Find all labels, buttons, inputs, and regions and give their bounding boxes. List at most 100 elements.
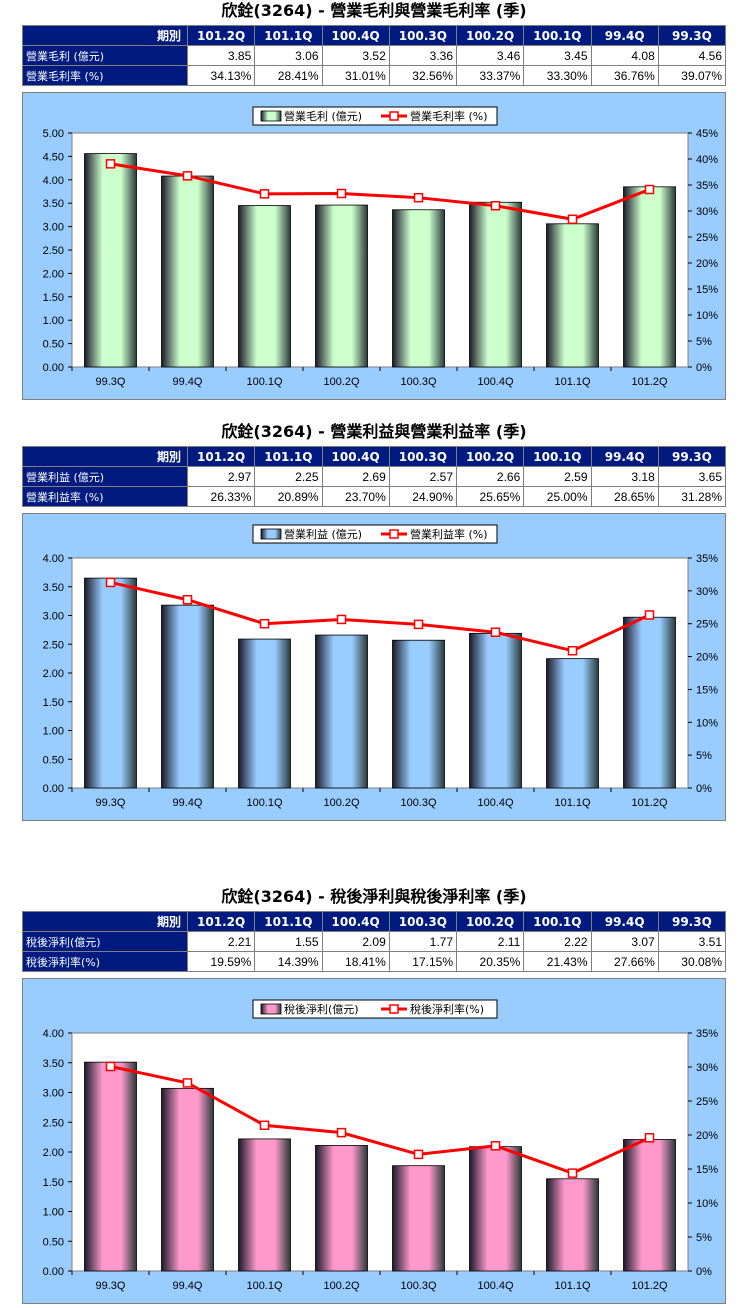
value-cell: 2.11 [455,931,525,952]
value-cell: 23.70% [321,486,390,507]
x-tick-label: 100.3Q [400,376,437,388]
x-tick-label: 99.3Q [96,1280,126,1292]
bar [546,658,599,789]
y-tick-label: 2.50 [43,639,64,651]
period-cell: 100.3Q [388,25,458,46]
value-cell: 2.25 [254,466,323,487]
value-cell: 26.33% [186,486,256,507]
bar [315,1145,368,1272]
data-table: 期別 101.2Q 101.1Q 100.4Q 100.3Q 100.2Q 10… [22,911,727,972]
row-label: 營業利益 (億元) [22,466,188,487]
line-point [105,577,116,588]
value-cell: 2.22 [523,931,592,952]
line-point [182,171,193,181]
y2-tick-label: 45% [696,128,718,140]
value-cell: 4.08 [590,45,659,66]
y-tick-label: 0.50 [43,754,64,766]
value-cell: 33.30% [523,65,592,86]
combo-chart: 0.00 0.50 1.00 1.50 2.00 2.50 3.00 3.50 4.00 0% 5%… [43,524,718,809]
value-cell: 2.59 [523,466,592,487]
legend-box [252,106,498,126]
value-cell: 34.13% [186,65,256,86]
value-cell: 3.51 [657,931,727,952]
line-point [490,627,501,638]
value-cell: 28.65% [590,486,659,507]
bar [546,223,599,368]
table-row: 營業利益率 (%) 26.33% 20.89% 23.70% 24.90% 25… [22,486,727,507]
y2-tick-label: 40% [696,154,718,166]
value-cell: 3.46 [455,45,525,66]
y-tick-label: 1.50 [43,1177,64,1189]
value-cell: 2.09 [321,931,390,952]
x-tick-label: 101.2Q [631,1280,668,1292]
bar [546,1178,599,1272]
value-cell: 4.56 [657,45,727,66]
value-cell: 21.43% [523,951,592,972]
y-tick-label: 1.00 [43,315,64,327]
value-cell: 25.00% [523,486,592,507]
value-cell: 3.07 [590,931,659,952]
value-cell: 3.65 [657,466,727,487]
combo-chart: 0.00 0.50 1.00 1.50 2.00 2.50 3.00 3.50 4.00 4.50… [43,106,718,388]
line-point [182,594,193,605]
value-cell: 19.59% [186,951,256,972]
y2-tick-label: 10% [696,310,718,322]
legend-line-label: 稅後淨利率(%) [410,1002,484,1016]
y2-tick-label: 0% [696,1266,712,1278]
legend-box [252,524,498,544]
y2-tick-label: 0% [696,362,712,374]
bar [84,153,137,368]
x-tick-label: 100.4Q [477,376,514,388]
legend-bar-swatch [260,528,282,540]
line-point [567,214,578,225]
legend-box [252,999,498,1019]
y-tick-label: 0.00 [43,362,64,374]
series-line [110,1064,651,1175]
value-cell: 17.15% [388,951,458,972]
y-tick-label: 0.00 [43,783,64,795]
x-tick-label: 99.4Q [173,797,203,809]
period-cell: 100.3Q [388,446,458,467]
period-cell: 101.2Q [186,446,256,467]
line-point [105,1061,116,1072]
period-cell: 100.4Q [321,25,390,46]
x-tick-label: 100.4Q [477,1280,514,1292]
x-tick-label: 99.3Q [96,376,126,388]
value-cell: 20.89% [254,486,323,507]
value-cell: 25.65% [455,486,525,507]
y2-tick-label: 15% [696,1164,718,1176]
period-cell: 99.4Q [590,446,659,467]
value-cell: 3.18 [590,466,659,487]
period-cell: 100.4Q [321,911,390,932]
y-tick-label: 2.50 [43,1117,64,1129]
row-label: 營業毛利率 (%) [22,65,188,86]
series-line [110,580,651,653]
data-table: 期別 101.2Q 101.1Q 100.4Q 100.3Q 100.2Q 10… [22,25,727,86]
table-header-row: 期別 101.2Q 101.1Q 100.4Q 100.3Q 100.2Q 10… [22,25,727,46]
x-tick-label: 100.3Q [400,1280,437,1292]
x-tick-label: 100.2Q [323,1280,360,1292]
y2-tick-label: 25% [696,1096,718,1108]
section-title: 欣銓(3264) - 營業利益與營業利益率 (季) [221,422,527,441]
bar [623,1139,676,1272]
y2-tick-label: 10% [696,1198,718,1210]
x-tick-label: 100.1Q [246,376,283,388]
bar [469,1146,522,1272]
y-tick-label: 3.50 [43,582,64,594]
chart-area: 0.00 0.50 1.00 1.50 2.00 2.50 3.00 3.50 4.00 4.50… [22,92,726,400]
series-line [110,162,651,221]
row-label: 營業利益率 (%) [22,486,188,507]
y-tick-label: 1.50 [43,292,64,304]
line-point [567,1168,578,1178]
y2-tick-label: 20% [696,258,718,270]
period-cell: 100.1Q [523,446,592,467]
bar [84,1061,137,1272]
legend-line-marker [389,111,399,121]
bar [238,205,291,368]
legend-line-marker [389,1004,399,1014]
line-point [413,1149,424,1160]
chart-area: 0.00 0.50 1.00 1.50 2.00 2.50 3.00 3.50 4.00 0% 5%… [22,978,726,1304]
line-point [413,619,424,630]
section-title: 欣銓(3264) - 營業毛利與營業毛利率 (季) [221,1,527,20]
period-cell: 100.3Q [388,911,458,932]
